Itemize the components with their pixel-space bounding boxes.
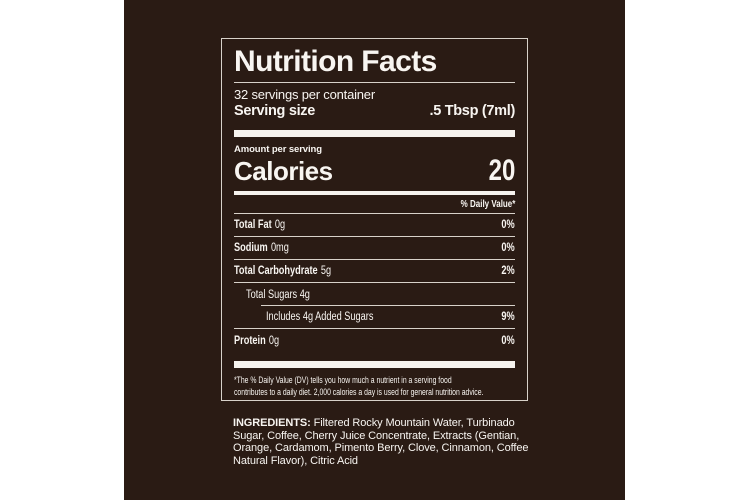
nutrient-row-total-sugars: Total Sugars 4g: [234, 283, 515, 306]
ingredients-line: Orange, Cardamom, Pimento Berry, Clove, …: [233, 442, 529, 455]
footnote-line: *The % Daily Value (DV) tells you how mu…: [234, 375, 452, 385]
daily-value-header: % Daily Value*: [234, 195, 515, 214]
nutrition-facts-box: Nutrition Facts 32 servings per containe…: [221, 38, 528, 401]
nutrient-name: Total Sugars 4g: [246, 288, 310, 301]
footnote-line: contributes to a daily diet. 2,000 calor…: [234, 387, 484, 398]
product-label-panel: Nutrition Facts 32 servings per containe…: [124, 0, 625, 500]
servings-per-container: 32 servings per container: [234, 87, 375, 102]
ingredients-text: Filtered Rocky Mountain Water, Turbinado: [310, 417, 515, 429]
nutrient-amount: 0g: [268, 334, 280, 347]
nutrient-amount: 5g: [320, 265, 332, 277]
amount-per-serving-label: Amount per serving: [234, 144, 322, 155]
daily-value-footnote: *The % Daily Value (DV) tells you how mu…: [234, 374, 515, 399]
calories-row: Calories 20: [234, 154, 515, 187]
medium-bar: [234, 191, 515, 195]
nutrient-name: Protein: [234, 334, 266, 347]
nutrient-row-protein: Protein 0g 0%: [234, 329, 515, 352]
thick-bar-top: [234, 130, 515, 137]
nutrient-row-total-carbohydrate: Total Carbohydrate 5g 2%: [234, 260, 515, 283]
nutrient-row-added-sugars: Includes 4g Added Sugars 9%: [234, 306, 515, 329]
nutrient-name: Sodium: [234, 242, 268, 254]
nutrient-dv: 0%: [501, 242, 515, 254]
nutrient-dv: 9%: [501, 311, 515, 323]
ingredients-label: INGREDIENTS:: [233, 417, 311, 429]
nutrition-facts-title: Nutrition Facts: [234, 45, 437, 78]
nutrient-amount: 0g: [274, 219, 286, 231]
nutrient-amount: 0mg: [270, 242, 289, 254]
serving-size-row: Serving size .5 Tbsp (7ml): [234, 103, 515, 121]
daily-value-header-text: % Daily Value*: [460, 199, 515, 210]
nutrient-name: Total Fat: [234, 219, 272, 231]
serving-size-value: .5 Tbsp (7ml): [429, 103, 515, 119]
nutrient-name: Includes 4g Added Sugars: [266, 311, 374, 323]
nutrient-dv: 2%: [501, 265, 515, 277]
ingredients-line: Sugar, Coffee, Cherry Juice Concentrate,…: [233, 429, 520, 442]
thick-bar-bottom: [234, 361, 515, 368]
nutrient-row-sodium: Sodium 0mg 0%: [234, 237, 515, 260]
nutrient-dv: 0%: [501, 334, 515, 347]
title-divider: [234, 82, 515, 83]
calories-label: Calories: [234, 156, 333, 186]
ingredients-paragraph: INGREDIENTS: Filtered Rocky Mountain Wat…: [233, 417, 529, 467]
nutrient-name: Total Carbohydrate: [234, 265, 318, 277]
serving-size-label: Serving size: [234, 103, 316, 119]
nutrient-row-total-fat: Total Fat 0g 0%: [234, 214, 515, 237]
ingredients-line: Natural Flavor), Citric Acid: [233, 454, 358, 467]
ingredients-line: INGREDIENTS: Filtered Rocky Mountain Wat…: [233, 417, 528, 430]
nutrient-dv: 0%: [501, 219, 515, 231]
calories-value: 20: [488, 154, 515, 187]
